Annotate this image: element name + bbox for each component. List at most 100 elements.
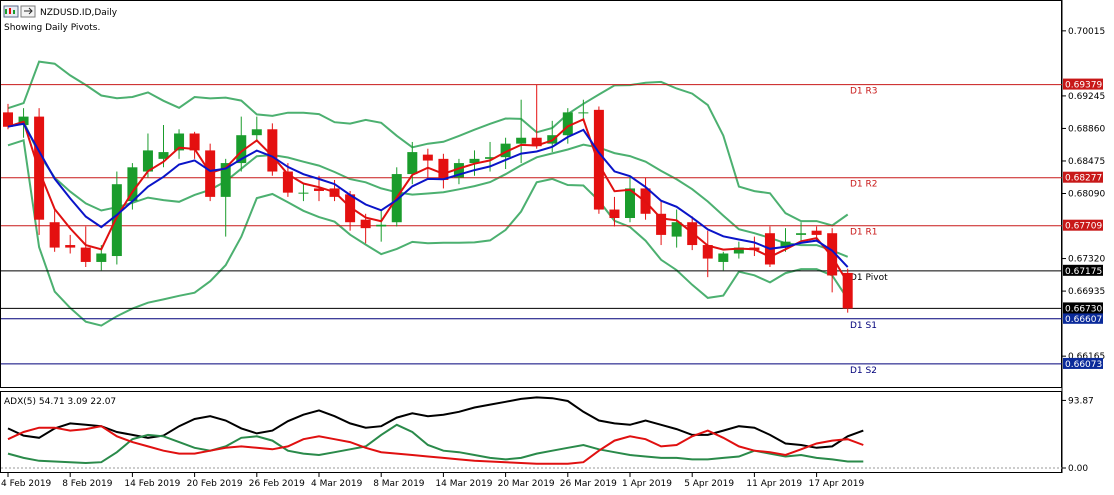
candle-body — [3, 112, 13, 127]
bollinger-lower-line — [7, 138, 849, 327]
candle-body — [811, 230, 822, 235]
date-tick-label: 5 Apr 2019 — [684, 479, 734, 489]
candle-body — [158, 152, 169, 159]
candle-body — [500, 143, 511, 158]
candle-body — [609, 209, 620, 219]
candle-body — [671, 222, 682, 237]
candle-body — [453, 163, 464, 178]
bollinger-bands — [7, 60, 849, 327]
candle-body — [360, 219, 371, 229]
candle-body — [80, 247, 91, 262]
candle-body — [578, 112, 589, 114]
candle-body — [702, 245, 713, 259]
candle-body — [220, 163, 231, 197]
chart-window-icon[interactable] — [3, 5, 19, 18]
date-tick-label: 8 Mar 2019 — [373, 479, 425, 489]
date-tick-label: 8 Feb 2019 — [62, 479, 113, 489]
current-price-tag: 0.66730 — [1065, 304, 1102, 314]
price-tick-label: 0.69245 — [1068, 92, 1105, 102]
candle-body — [189, 133, 200, 151]
pivot-level-label-d1-s2: D1 S2 — [850, 366, 877, 376]
pivot-levels: D1 R3 D1 R2 D1 R1 D1 Pivot D1 S1 D1 S2 — [1, 84, 1062, 376]
date-axis-ticks: 4 Feb 2019 8 Feb 2019 14 Feb 2019 20 Feb 20… — [1, 473, 865, 489]
adx-series-di — [7, 425, 864, 465]
price-tick-label: 0.68860 — [1068, 124, 1105, 134]
adx-series-di — [7, 423, 864, 465]
candle-body — [127, 167, 138, 202]
pivot-level-label-d1-pivot: D1 Pivot — [850, 273, 888, 283]
candle-body — [251, 129, 262, 136]
date-tick-label: 20 Feb 2019 — [187, 479, 243, 489]
date-tick-label: 17 Apr 2019 — [809, 479, 865, 489]
candle-body — [780, 241, 791, 248]
date-tick-label: 11 Apr 2019 — [746, 479, 802, 489]
moving-averages — [7, 118, 849, 284]
candle-body — [49, 222, 60, 248]
ma-fast-line — [7, 118, 849, 284]
price-tag-0.67709: 0.67709 — [1065, 222, 1102, 232]
pivot-level-label-d1-s1: D1 S1 — [850, 321, 877, 331]
candle-body — [593, 109, 604, 210]
adx-tick-label: 93.87 — [1068, 396, 1094, 406]
price-tag-bg — [1063, 171, 1103, 183]
price-tick-label: 0.68475 — [1068, 157, 1105, 167]
candle-body — [842, 272, 853, 309]
pivot-level-label-d1-r1: D1 R1 — [850, 228, 878, 238]
candle-body — [174, 133, 185, 151]
date-tick-label: 1 Apr 2019 — [622, 479, 672, 489]
date-tick-label: 26 Mar 2019 — [560, 479, 617, 489]
price-tag-0.67175: 0.67175 — [1065, 267, 1102, 277]
candle-body — [469, 158, 480, 164]
candle-body — [827, 233, 838, 276]
candle-body — [111, 184, 122, 257]
price-tag-0.68277: 0.68277 — [1065, 174, 1102, 184]
ma-slow-line — [7, 122, 849, 268]
date-tick-label: 4 Feb 2019 — [1, 479, 52, 489]
candle-body — [96, 253, 107, 262]
symbol-switch-icon[interactable] — [20, 5, 36, 18]
candle-body — [733, 247, 744, 254]
adx-plot-frame — [0, 391, 1062, 473]
candle-body — [298, 192, 309, 194]
price-tag-bg — [1063, 219, 1103, 231]
adx-indicator-title: ADX(5) 54.71 3.09 22.07 — [4, 397, 116, 407]
date-tick-label: 20 Mar 2019 — [498, 479, 555, 489]
price-tag-0.66073: 0.66073 — [1065, 360, 1102, 370]
pivot-subtitle: Showing Daily Pivots. — [4, 23, 100, 33]
price-tag-bg — [1063, 312, 1103, 324]
price-tick-label: 0.66935 — [1068, 287, 1105, 297]
candle-body — [485, 157, 496, 159]
adx-axis-ticks: 93.87 0.00 — [1, 396, 1094, 474]
candle-body — [718, 253, 729, 262]
candle-body — [531, 137, 542, 147]
price-tags: 0.69379 0.68277 0.67709 0.67175 0.66607 0.660… — [1063, 78, 1103, 370]
adx-series-adx — [7, 396, 864, 449]
candle-body — [236, 135, 247, 164]
candle-body — [422, 154, 433, 161]
adx-lines — [7, 396, 864, 465]
price-tag-0.69379: 0.69379 — [1065, 81, 1102, 91]
candle-body — [796, 233, 807, 235]
candle-body — [314, 188, 324, 191]
current-price-tag-bg — [1063, 302, 1103, 314]
candle-body — [438, 158, 449, 180]
candle-body — [516, 137, 527, 144]
bollinger-middle-line — [7, 120, 849, 258]
price-tag-bg — [1063, 78, 1103, 90]
date-tick-label: 14 Mar 2019 — [435, 479, 492, 489]
pivot-level-label-d1-r2: D1 R2 — [850, 180, 878, 190]
bollinger-upper-line — [7, 60, 849, 227]
pivot-level-label-d1-r3: D1 R3 — [850, 87, 878, 97]
price-axis-ticks: 0.70015 0.69245 0.68860 0.68475 0.68090 0.673… — [1062, 27, 1105, 362]
candle-body — [407, 152, 418, 175]
candle-body — [562, 112, 573, 136]
candle-body — [282, 171, 293, 193]
candle-body — [625, 188, 635, 219]
date-tick-label: 4 Mar 2019 — [311, 479, 363, 489]
price-tick-label: 0.70015 — [1068, 27, 1105, 37]
adx-tick-label: 0.00 — [1068, 464, 1088, 474]
candle-body — [376, 224, 387, 227]
candle-body — [656, 213, 667, 235]
date-tick-label: 26 Feb 2019 — [249, 479, 305, 489]
